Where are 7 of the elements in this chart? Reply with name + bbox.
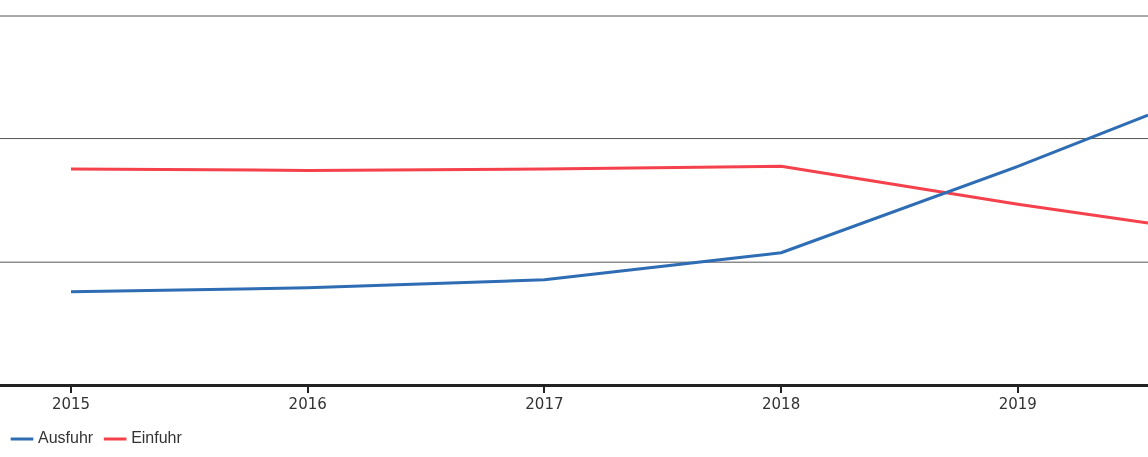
legend-label: Ausfuhr <box>38 429 94 447</box>
x-tick-label: 2018 <box>762 394 801 413</box>
x-tick-label: 2016 <box>288 394 327 413</box>
x-tick-label: 2019 <box>998 394 1037 413</box>
legend-label: Einfuhr <box>131 429 183 447</box>
x-tick-label: 2017 <box>525 394 564 413</box>
x-tick-label: 2015 <box>51 394 91 413</box>
